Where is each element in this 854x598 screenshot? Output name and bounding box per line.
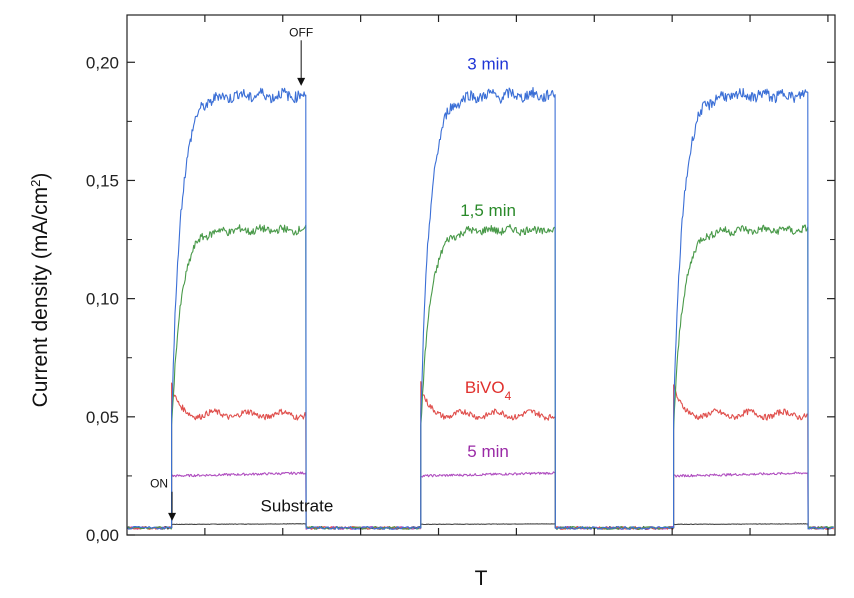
series-label: 1,5 min	[460, 201, 516, 220]
series-line-substrate	[126, 523, 834, 530]
plot-frame	[126, 14, 836, 536]
series-line-bivo4	[126, 381, 834, 530]
x-axis-title: T	[475, 567, 488, 590]
y-axis-title-close: )	[29, 173, 52, 180]
arrow-head-icon	[168, 512, 177, 521]
ticks-layer: 0,00 0,05 0,10 0,15 0,20	[86, 15, 835, 545]
y-tick-label: 0,10	[86, 290, 119, 309]
annotations: ON OFF	[150, 25, 313, 521]
y-axis-title-sup: 2	[28, 180, 43, 187]
series-label: 5 min	[467, 442, 509, 461]
annotation-label: OFF	[289, 25, 313, 39]
series-line-1-5-min	[126, 224, 834, 530]
series-line-5-min	[126, 471, 834, 530]
y-axis-title: Current density (mA/cm2)	[28, 173, 53, 408]
arrow-head-icon	[297, 77, 306, 86]
y-tick-label: 0,20	[86, 53, 119, 72]
y-tick-label: 0,00	[86, 526, 119, 545]
series-layer	[126, 87, 834, 530]
series-line-3-min	[126, 87, 834, 530]
series-labels: 3 min 1,5 min BiVO4 5 min Substrate	[261, 54, 516, 515]
y-tick-label: 0,05	[86, 408, 119, 427]
y-axis-title-main: Current density (mA/cm	[29, 187, 52, 408]
series-label: Substrate	[261, 496, 334, 515]
y-tick-label: 0,15	[86, 171, 119, 190]
series-label: 3 min	[467, 54, 509, 73]
series-label: BiVO4	[465, 378, 512, 403]
annotation-label: ON	[150, 477, 168, 491]
